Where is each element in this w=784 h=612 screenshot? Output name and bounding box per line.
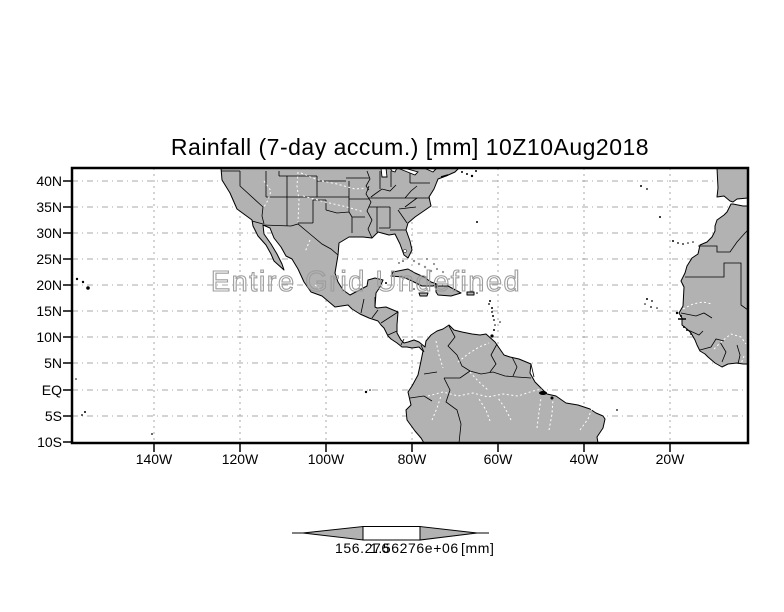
lat-label: 30N (36, 225, 62, 241)
lon-axis-labels: 140W 120W 100W 80W 60W 40W 20W (136, 451, 685, 467)
colorbar-left-label: 156.276 (335, 540, 390, 556)
colorbar-right-arrow (419, 525, 478, 541)
lat-label: 40N (36, 173, 62, 189)
colorbar-right-label: 1.56276e+06 (370, 540, 459, 556)
lat-axis-labels: 40N 35N 30N 25N 20N 15N 10N 5N EQ 5S 10S (36, 173, 62, 450)
rivers (263, 171, 747, 431)
plot-title: Rainfall (7-day accum.) [mm] 10Z10Aug201… (170, 134, 650, 160)
lon-label: 40W (570, 451, 600, 467)
axis-ticks (63, 180, 671, 452)
great-lakes (380, 167, 438, 253)
lat-label: 10N (36, 329, 62, 345)
us-mexico-border (251, 220, 339, 256)
colorbar-left-arrow (302, 525, 364, 541)
lat-label: 10S (37, 434, 62, 450)
africa-borders (680, 229, 748, 365)
state-country-borders (221, 170, 748, 444)
landmass-hispaniola (435, 285, 462, 297)
landmass-americas (220, 167, 748, 444)
south-america-borders (409, 325, 535, 444)
landmass-iberia (716, 167, 748, 203)
lon-label: 100W (308, 451, 345, 467)
lat-label: 20N (36, 277, 62, 293)
lat-label: EQ (42, 382, 62, 398)
lon-label: 120W (222, 451, 259, 467)
lat-label: 15N (36, 303, 62, 319)
lat-label: 5S (45, 408, 62, 424)
lake-okeechobee (403, 249, 407, 253)
map-frame (70, 166, 750, 445)
colorbar (292, 525, 489, 541)
landmass-puerto-rico (466, 291, 475, 296)
lon-label: 80W (398, 451, 428, 467)
islands (72, 170, 694, 435)
landmass-cuba (390, 268, 438, 287)
landmass-africa (678, 203, 748, 368)
lat-label: 25N (36, 251, 62, 267)
grid-undefined-message: Entire Grid Undefined (211, 266, 521, 298)
central-america-borders (360, 297, 425, 353)
landmass-jamaica (418, 292, 429, 297)
lon-label: 20W (656, 451, 686, 467)
lon-label: 140W (136, 451, 173, 467)
bahamas-specks (412, 257, 450, 280)
colorbar-unit-label: [mm] (461, 540, 495, 556)
lon-label: 60W (484, 451, 514, 467)
colorbar-middle-box (362, 526, 421, 541)
lat-label: 5N (44, 355, 62, 371)
lat-label: 35N (36, 199, 62, 215)
